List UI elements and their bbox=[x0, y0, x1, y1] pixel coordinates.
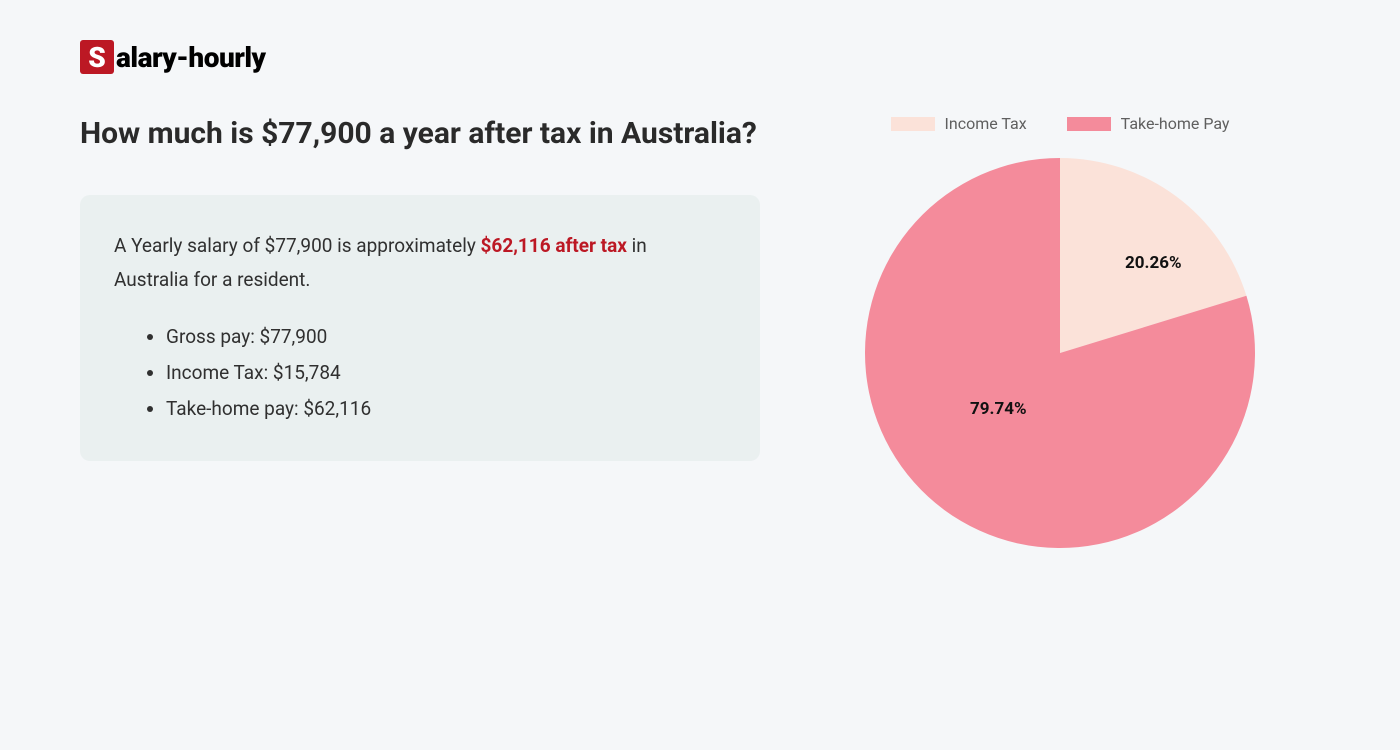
legend-item: Income Tax bbox=[891, 114, 1027, 133]
summary-prefix: A Yearly salary of $77,900 is approximat… bbox=[114, 234, 481, 257]
summary-box: A Yearly salary of $77,900 is approximat… bbox=[80, 195, 760, 462]
site-logo: S alary-hourly bbox=[80, 40, 1320, 74]
pie-slice-label: 20.26% bbox=[1125, 253, 1182, 273]
legend-item: Take-home Pay bbox=[1067, 114, 1230, 133]
pie-chart: 20.26% 79.74% bbox=[850, 143, 1270, 563]
legend-swatch bbox=[1067, 117, 1111, 131]
content-row: How much is $77,900 a year after tax in … bbox=[80, 114, 1320, 563]
right-column: Income Tax Take-home Pay 20.26% 79.74% bbox=[820, 114, 1300, 563]
list-item: Take-home pay: $62,116 bbox=[166, 391, 726, 427]
list-item: Income Tax: $15,784 bbox=[166, 355, 726, 391]
logo-badge: S bbox=[80, 40, 114, 74]
legend-swatch bbox=[891, 117, 935, 131]
pie-slice-label: 79.74% bbox=[970, 399, 1027, 419]
summary-highlight: $62,116 after tax bbox=[481, 234, 627, 257]
chart-legend: Income Tax Take-home Pay bbox=[891, 114, 1230, 133]
legend-label: Income Tax bbox=[945, 114, 1027, 133]
summary-text: A Yearly salary of $77,900 is approximat… bbox=[114, 229, 726, 297]
logo-text: alary-hourly bbox=[116, 41, 266, 74]
legend-label: Take-home Pay bbox=[1121, 114, 1230, 133]
pie-svg bbox=[850, 143, 1270, 563]
summary-list: Gross pay: $77,900 Income Tax: $15,784 T… bbox=[114, 319, 726, 427]
list-item: Gross pay: $77,900 bbox=[166, 319, 726, 355]
page-heading: How much is $77,900 a year after tax in … bbox=[80, 114, 760, 155]
left-column: How much is $77,900 a year after tax in … bbox=[80, 114, 760, 461]
